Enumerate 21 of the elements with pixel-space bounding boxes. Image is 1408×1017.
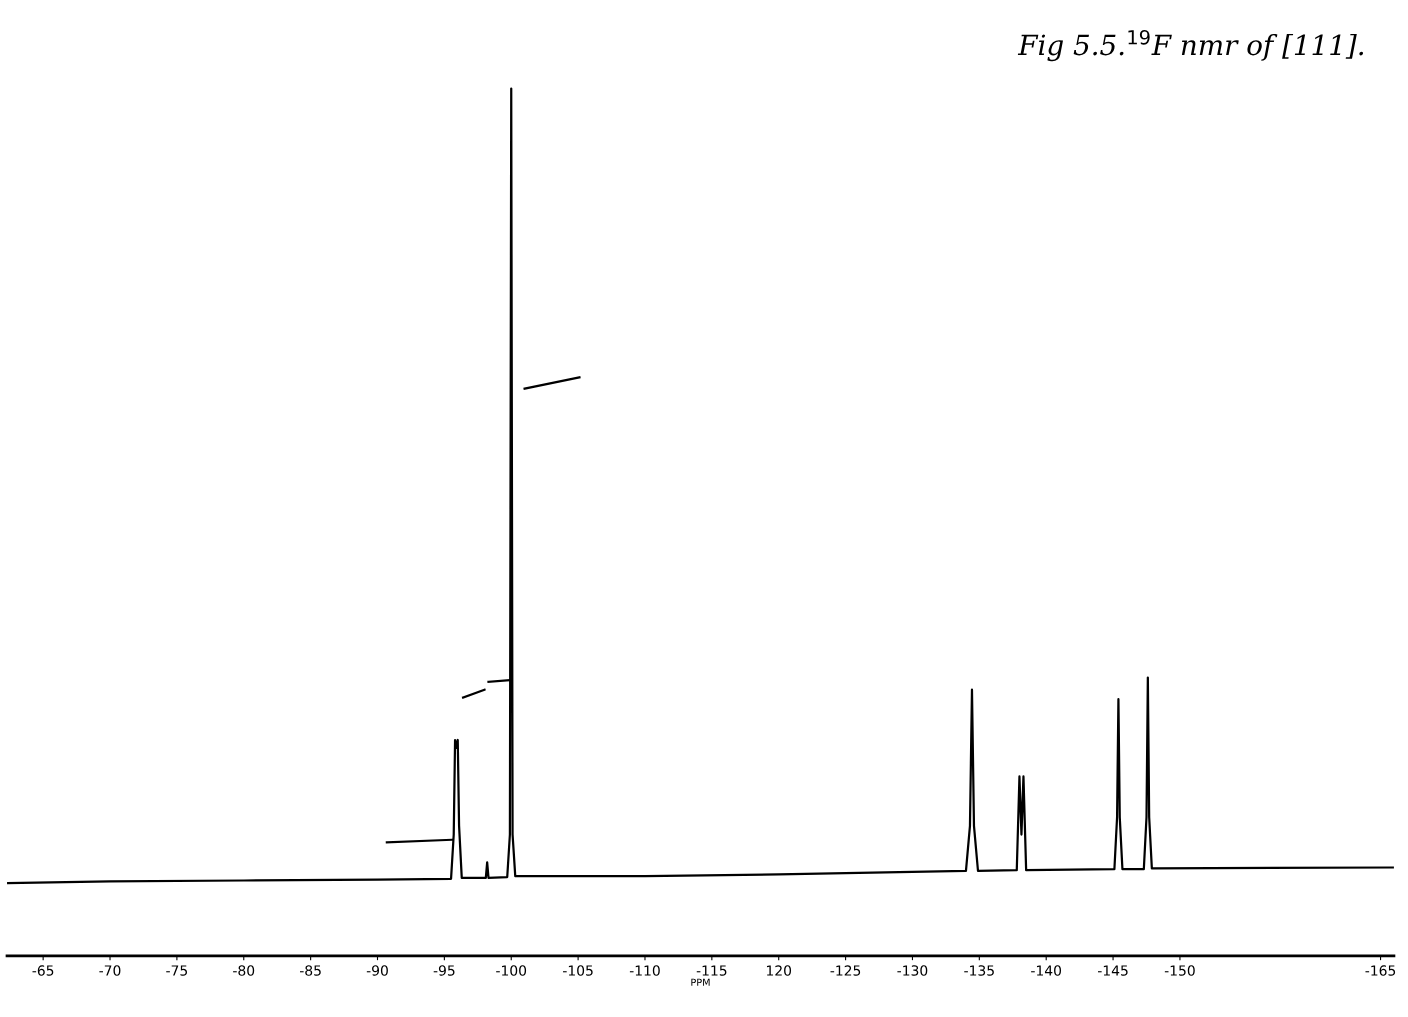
x-tick-label: -70 bbox=[99, 965, 121, 976]
x-tick-label: -140 bbox=[1031, 965, 1062, 976]
x-tick-label: -90 bbox=[366, 965, 388, 976]
chart-title: Fig 5.5.$^{19}$F nmr of [111]. bbox=[1017, 29, 1364, 62]
x-tick-label: -105 bbox=[563, 965, 593, 976]
x-tick-label: -100 bbox=[496, 965, 527, 976]
x-tick-label: -115 bbox=[696, 965, 727, 976]
x-tick-label: -95 bbox=[433, 965, 455, 976]
x-tick-label: -135 bbox=[964, 965, 994, 976]
x-tick-label: -165 bbox=[1365, 965, 1396, 976]
x-tick-label: -75 bbox=[166, 965, 188, 976]
x-tick-label: -125 bbox=[830, 965, 861, 976]
x-tick-label: -85 bbox=[299, 965, 321, 976]
x-tick-label: 120 bbox=[766, 965, 792, 976]
x-axis-title: PPM bbox=[691, 978, 710, 986]
x-tick-label: -150 bbox=[1164, 965, 1195, 976]
x-tick-label: -110 bbox=[629, 965, 660, 976]
x-tick-label: -145 bbox=[1097, 965, 1128, 976]
x-tick-label: -130 bbox=[897, 965, 928, 976]
x-tick-label: -65 bbox=[32, 965, 54, 976]
x-tick-label: -80 bbox=[233, 965, 255, 976]
